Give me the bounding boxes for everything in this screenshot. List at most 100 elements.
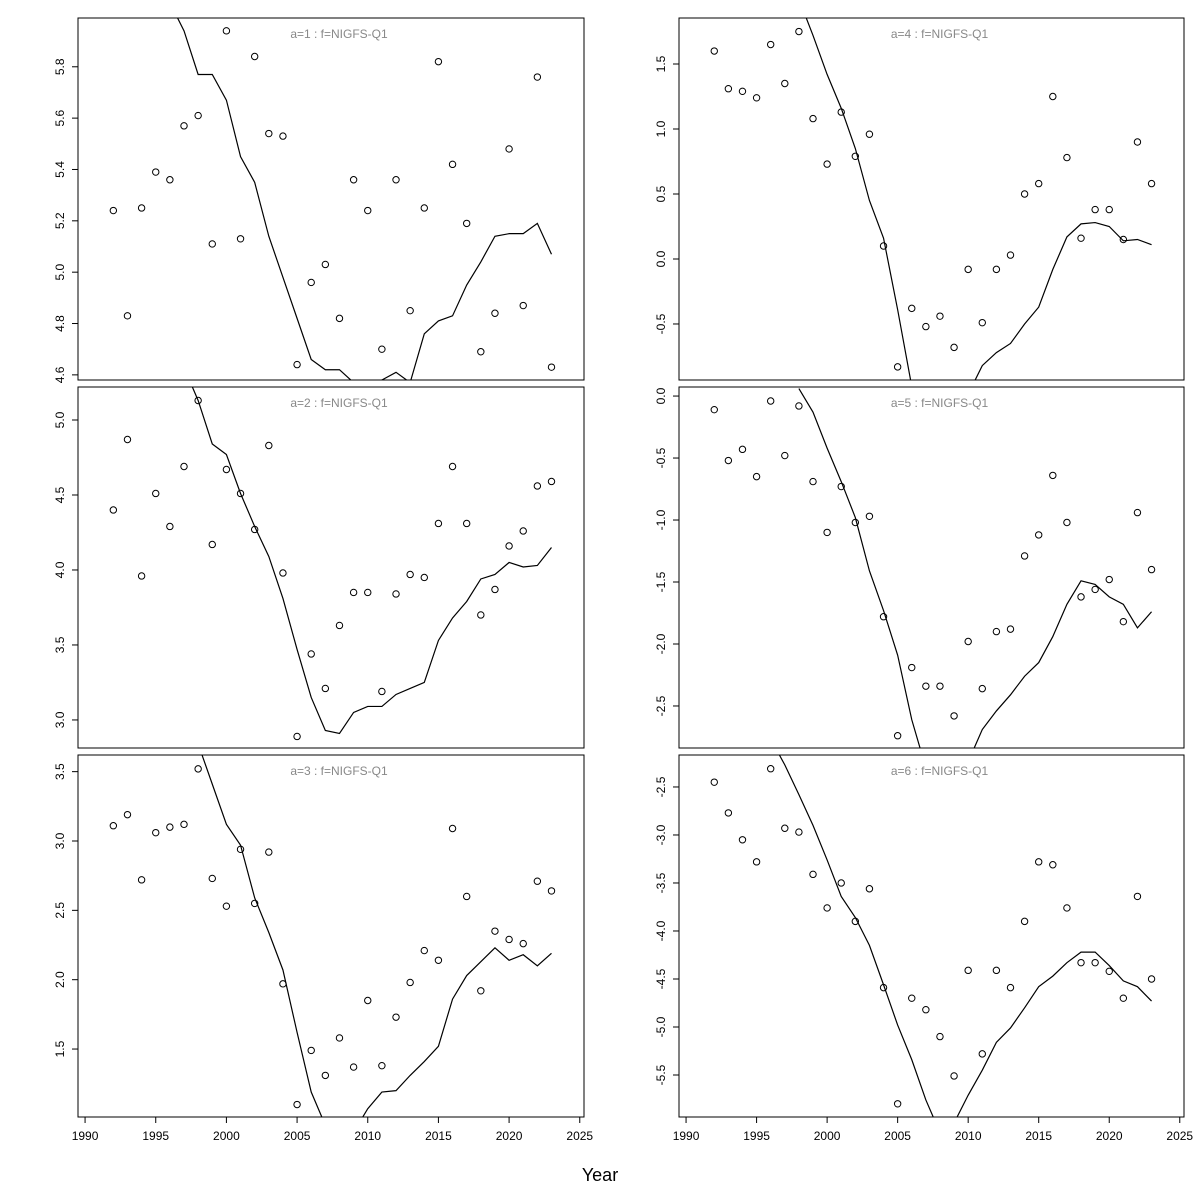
x-axis-label: Year <box>582 1165 618 1185</box>
point <box>307 1046 315 1055</box>
point <box>137 876 146 884</box>
point <box>908 304 916 313</box>
point <box>448 160 457 169</box>
point <box>1147 975 1156 983</box>
point <box>533 73 542 81</box>
y-tick-label: 1.5 <box>654 55 668 72</box>
point <box>335 621 344 630</box>
point <box>533 877 542 885</box>
y-tick-label: 5.0 <box>53 411 67 428</box>
point <box>1035 531 1043 539</box>
point <box>349 176 358 184</box>
x-tick-label: 2015 <box>1025 1129 1052 1143</box>
panel-title: a=2 : f=NIGFS-Q1 <box>290 396 388 410</box>
x-tick-label: 2015 <box>425 1129 452 1143</box>
point <box>166 176 174 184</box>
point <box>335 314 344 323</box>
point <box>533 482 542 490</box>
point <box>922 1006 930 1014</box>
point <box>462 892 471 901</box>
point <box>123 435 132 444</box>
point <box>1020 917 1029 926</box>
point <box>936 1032 944 1041</box>
point <box>378 345 386 353</box>
y-tick-label: 2.0 <box>53 971 67 988</box>
point <box>491 585 499 594</box>
plot-frame <box>678 386 1185 749</box>
point <box>992 627 1001 636</box>
point <box>519 301 527 310</box>
point <box>279 569 287 577</box>
panel-title: a=6 : f=NIGFS-Q1 <box>891 764 989 778</box>
point <box>1006 983 1015 992</box>
point <box>137 572 146 580</box>
point <box>823 160 831 168</box>
point <box>166 522 174 531</box>
point <box>752 94 761 102</box>
x-tick-label: 2025 <box>1166 1129 1193 1143</box>
point <box>250 52 259 61</box>
point <box>893 363 902 371</box>
point <box>893 1100 902 1108</box>
y-tick-label: 0.5 <box>654 185 668 202</box>
point <box>964 265 972 274</box>
point <box>406 978 414 987</box>
point <box>1006 625 1015 633</box>
y-tick-label: 4.8 <box>53 315 67 332</box>
x-tick-label: 1990 <box>673 1129 700 1143</box>
point <box>491 309 499 317</box>
x-tick-label: 2005 <box>884 1129 911 1143</box>
point <box>222 902 231 910</box>
y-tick-label: 3.5 <box>53 636 67 653</box>
point <box>950 1072 958 1080</box>
y-tick-label: 5.4 <box>53 161 67 178</box>
line <box>201 755 552 1117</box>
point <box>1063 153 1071 162</box>
point <box>1077 234 1085 242</box>
point <box>1133 892 1142 901</box>
y-tick-label: -1.0 <box>654 509 668 530</box>
line <box>191 387 552 735</box>
line <box>798 388 1153 748</box>
point <box>321 684 330 693</box>
point <box>208 874 216 883</box>
point <box>1077 593 1085 601</box>
point <box>406 306 414 315</box>
point <box>795 27 803 36</box>
point <box>1133 138 1142 146</box>
point <box>519 527 527 535</box>
point <box>809 114 817 123</box>
y-tick-label: 5.8 <box>53 58 67 75</box>
point <box>137 204 146 212</box>
x-tick-label: 2025 <box>566 1129 593 1143</box>
point <box>1063 518 1071 527</box>
point <box>307 278 315 287</box>
point <box>152 489 160 498</box>
point <box>1105 205 1113 214</box>
point <box>1020 552 1029 560</box>
x-tick-label: 2000 <box>213 1129 240 1143</box>
point <box>1077 958 1085 967</box>
y-tick-label: 0.0 <box>654 387 668 404</box>
point <box>222 465 231 474</box>
point <box>879 242 888 250</box>
y-tick-label: -5.5 <box>654 1064 668 1085</box>
x-tick-label: 2005 <box>284 1129 311 1143</box>
point <box>335 1034 344 1042</box>
point <box>710 778 718 786</box>
point <box>752 858 761 866</box>
point <box>462 519 471 528</box>
point <box>766 40 775 49</box>
point <box>180 820 188 829</box>
y-tick-label: -4.5 <box>654 968 668 989</box>
point <box>1035 858 1043 866</box>
point <box>180 462 188 471</box>
point <box>109 506 118 514</box>
point <box>936 312 944 320</box>
y-tick-label: -4.0 <box>654 920 668 941</box>
point <box>724 456 733 465</box>
panel-title: a=5 : f=NIGFS-Q1 <box>891 396 989 410</box>
point <box>964 966 972 975</box>
point <box>109 822 118 830</box>
